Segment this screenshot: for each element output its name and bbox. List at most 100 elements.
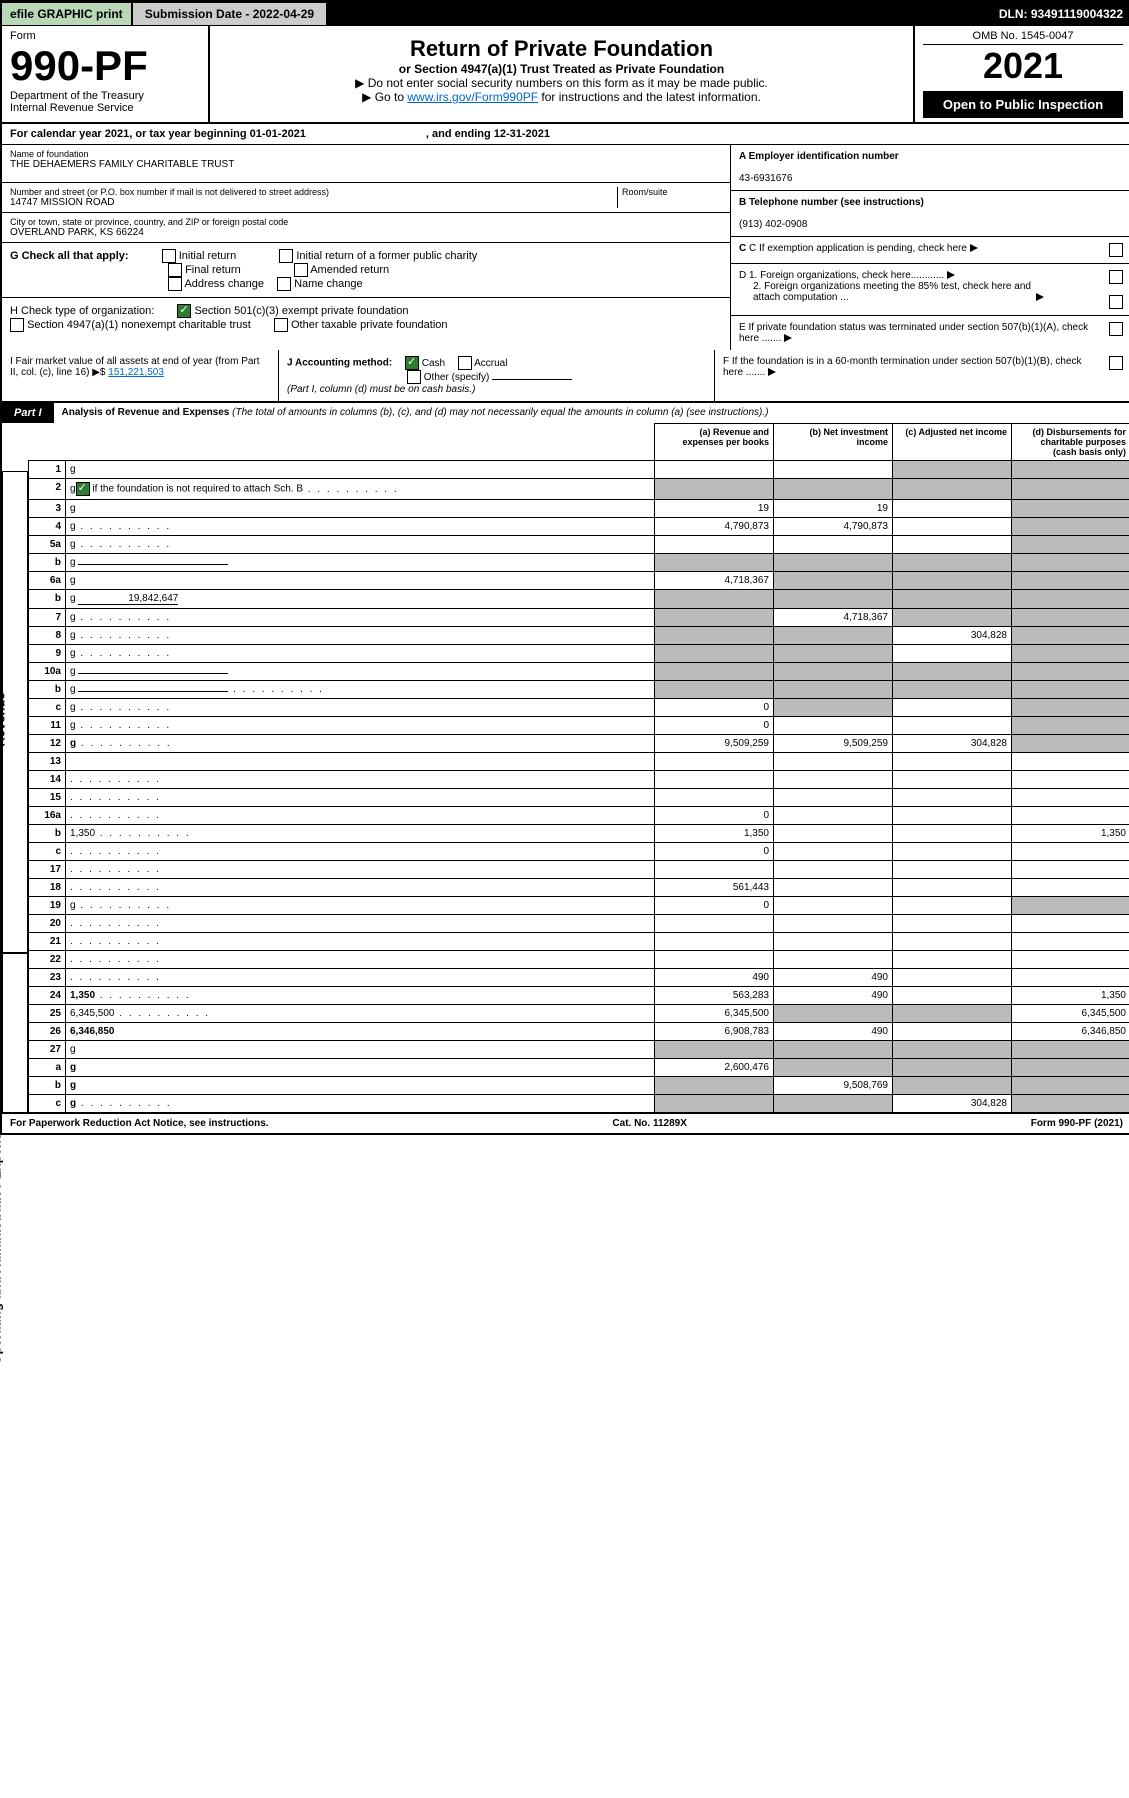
data-table: (a) Revenue and expenses per books (b) N… — [28, 423, 1129, 1113]
section-d: D 1. Foreign organizations, check here..… — [731, 264, 1129, 316]
checkbox-name[interactable] — [277, 277, 291, 291]
cell-c — [893, 987, 1012, 1005]
row-num: 17 — [29, 861, 66, 879]
cell-c — [893, 969, 1012, 987]
row-num: 16a — [29, 807, 66, 825]
cell-d — [1012, 663, 1129, 681]
cell-d — [1012, 771, 1129, 789]
cell-c — [893, 554, 1012, 572]
phone-cell: B Telephone number (see instructions)(91… — [731, 191, 1129, 237]
arrow-icon — [970, 244, 978, 252]
row-desc: g if the foundation is not required to a… — [66, 479, 655, 500]
row-num: 7 — [29, 609, 66, 627]
checkbox-d1[interactable] — [1109, 270, 1123, 284]
row-desc — [66, 771, 655, 789]
table-row: 12g9,509,2599,509,259304,828 — [29, 735, 1129, 753]
cell-d — [1012, 753, 1129, 771]
checkbox-e[interactable] — [1109, 322, 1123, 336]
cell-d — [1012, 861, 1129, 879]
table-row: 10ag — [29, 663, 1129, 681]
table-row: 21 — [29, 933, 1129, 951]
irs-link[interactable]: www.irs.gov/Form990PF — [407, 90, 538, 104]
cell-b: 490 — [774, 987, 893, 1005]
cell-a: 19 — [655, 500, 774, 518]
checkbox-other-taxable[interactable] — [274, 318, 288, 332]
row-num: b — [29, 825, 66, 843]
table-row: 18561,443 — [29, 879, 1129, 897]
cell-b — [774, 753, 893, 771]
cell-a: 6,345,500 — [655, 1005, 774, 1023]
table-row: cg304,828 — [29, 1095, 1129, 1113]
checkbox-amended[interactable] — [294, 263, 308, 277]
header: Form 990-PF Department of the Treasury I… — [2, 26, 1129, 124]
checkbox-cash[interactable] — [405, 356, 419, 370]
checkbox-4947[interactable] — [10, 318, 24, 332]
cell-a: 4,790,873 — [655, 518, 774, 536]
row-num: 11 — [29, 717, 66, 735]
cell-b — [774, 807, 893, 825]
section-ijf: I Fair market value of all assets at end… — [2, 350, 1129, 402]
table-row: bg — [29, 554, 1129, 572]
row-desc — [66, 807, 655, 825]
footer-right: Form 990-PF (2021) — [1031, 1118, 1123, 1129]
table-row: c0 — [29, 843, 1129, 861]
row-desc — [66, 861, 655, 879]
cell-a — [655, 1095, 774, 1113]
cell-b: 490 — [774, 1023, 893, 1041]
row-desc: g — [66, 627, 655, 645]
table-row: 16a0 — [29, 807, 1129, 825]
cell-b — [774, 572, 893, 590]
checkbox-final[interactable] — [168, 263, 182, 277]
table-row: 23490490 — [29, 969, 1129, 987]
cell-b — [774, 861, 893, 879]
checkbox-501c3[interactable] — [177, 304, 191, 318]
fmv-link[interactable]: 151,221,503 — [108, 367, 164, 378]
cell-b — [774, 554, 893, 572]
cell-d — [1012, 1077, 1129, 1095]
row-desc: g — [66, 735, 655, 753]
cell-c — [893, 1005, 1012, 1023]
cell-b — [774, 663, 893, 681]
checkbox-other-method[interactable] — [407, 370, 421, 384]
cell-c — [893, 771, 1012, 789]
table-row: 17 — [29, 861, 1129, 879]
checkbox-accrual[interactable] — [458, 356, 472, 370]
row-desc — [66, 843, 655, 861]
cell-c — [893, 518, 1012, 536]
checkbox-initial[interactable] — [162, 249, 176, 263]
row-num: b — [29, 554, 66, 572]
table-row: 256,345,5006,345,5006,345,500 — [29, 1005, 1129, 1023]
cell-a — [655, 1077, 774, 1095]
cell-d — [1012, 789, 1129, 807]
row-desc: g — [66, 461, 655, 479]
row-num: a — [29, 1059, 66, 1077]
checkbox-d2[interactable] — [1109, 295, 1123, 309]
cell-b — [774, 897, 893, 915]
row-num: 23 — [29, 969, 66, 987]
cell-b — [774, 825, 893, 843]
cell-b — [774, 1005, 893, 1023]
checkbox-initial-former[interactable] — [279, 249, 293, 263]
cell-a — [655, 951, 774, 969]
checkbox-c[interactable] — [1109, 243, 1123, 257]
cell-b — [774, 879, 893, 897]
row-desc: 6,345,500 — [66, 1005, 655, 1023]
checkbox-f[interactable] — [1109, 356, 1123, 370]
row-desc: g — [66, 699, 655, 717]
cell-b — [774, 1095, 893, 1113]
dln: DLN: 93491119004322 — [999, 7, 1129, 21]
foundation-name-cell: Name of foundation THE DEHAEMERS FAMILY … — [2, 145, 730, 183]
checkbox-address[interactable] — [168, 277, 182, 291]
row-num: c — [29, 843, 66, 861]
row-desc: g — [66, 1095, 655, 1113]
cell-a — [655, 1041, 774, 1059]
row-num: 8 — [29, 627, 66, 645]
cell-a — [655, 609, 774, 627]
cell-a — [655, 645, 774, 663]
cell-c — [893, 1059, 1012, 1077]
note-2: ▶ Go to www.irs.gov/Form990PF for instru… — [218, 90, 905, 104]
row-num: 25 — [29, 1005, 66, 1023]
row-desc: 1,350 — [66, 825, 655, 843]
section-e: E If private foundation status was termi… — [731, 316, 1129, 350]
tax-year: 2021 — [923, 45, 1123, 87]
